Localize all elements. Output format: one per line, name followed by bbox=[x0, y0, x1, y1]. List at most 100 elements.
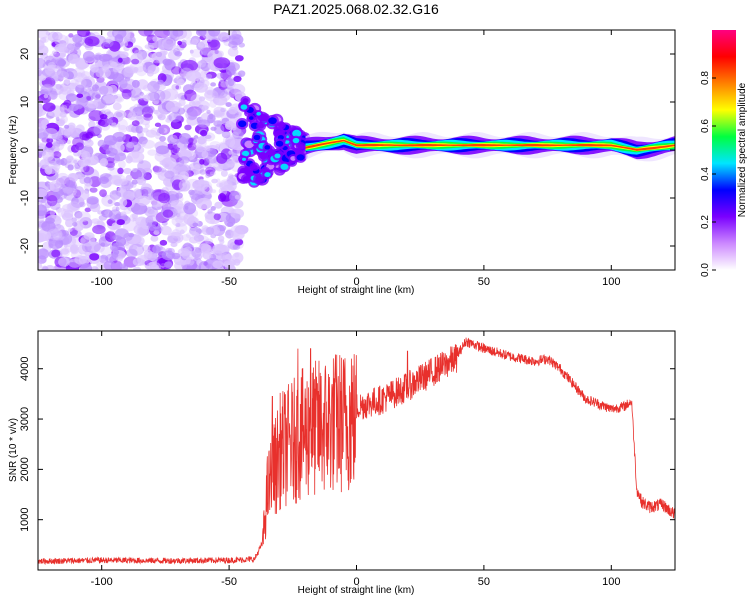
noise-blob bbox=[44, 166, 53, 175]
noise-blob bbox=[143, 94, 151, 102]
noise-blob bbox=[179, 146, 188, 153]
noise-blob bbox=[38, 204, 48, 217]
transition-blob-inner bbox=[258, 124, 264, 129]
noise-blob bbox=[104, 210, 109, 216]
noise-blob bbox=[238, 70, 246, 77]
noise-blob bbox=[198, 60, 207, 68]
noise-blob bbox=[126, 141, 135, 149]
colorbar-ticks: 0.0 0.2 0.4 0.6 0.8 bbox=[700, 71, 716, 277]
noise-blob bbox=[101, 65, 109, 73]
noise-blob bbox=[223, 180, 233, 188]
noise-blob bbox=[227, 30, 238, 37]
noise-blob bbox=[68, 201, 81, 213]
noise-blob bbox=[80, 71, 91, 79]
transition-blob bbox=[236, 118, 249, 130]
transition-blob-inner bbox=[238, 120, 247, 128]
noise-blob bbox=[75, 211, 91, 222]
noise-blob bbox=[192, 222, 199, 227]
noise-blob bbox=[119, 197, 128, 207]
noise-blob bbox=[132, 266, 142, 270]
noise-blob bbox=[159, 239, 168, 246]
noise-blob bbox=[80, 234, 96, 247]
noise-blob bbox=[208, 113, 214, 120]
noise-blob bbox=[205, 169, 215, 177]
noise-blob bbox=[125, 125, 136, 133]
noise-blob bbox=[116, 219, 125, 226]
noise-blob bbox=[222, 258, 236, 268]
noise-blob bbox=[128, 109, 136, 117]
noise-blob bbox=[231, 30, 242, 40]
noise-blob bbox=[49, 180, 62, 193]
noise-blob bbox=[74, 42, 82, 48]
noise-blob bbox=[123, 167, 132, 175]
noise-blob bbox=[205, 134, 212, 140]
noise-blob bbox=[73, 159, 78, 164]
snr-panel: -100 -50 0 50 100 1000 2000 3000 4000 Height of… bbox=[8, 330, 676, 596]
noise-blob bbox=[118, 78, 128, 89]
noise-blob bbox=[84, 139, 94, 148]
noise-blob bbox=[76, 72, 83, 77]
noise-blob bbox=[98, 117, 110, 128]
noise-blob bbox=[40, 85, 53, 94]
noise-blob bbox=[110, 61, 118, 67]
noise-blob bbox=[121, 88, 132, 100]
noise-blob bbox=[153, 109, 159, 115]
noise-blob bbox=[217, 252, 229, 261]
noise-blob bbox=[77, 30, 90, 38]
noise-blob bbox=[192, 179, 209, 191]
noise-blob bbox=[144, 206, 159, 217]
noise-blob bbox=[84, 207, 92, 213]
noise-blob bbox=[49, 201, 61, 210]
noise-blob bbox=[57, 207, 67, 218]
noise-blob bbox=[66, 187, 77, 197]
noise-blob bbox=[130, 202, 148, 215]
noise-blob bbox=[154, 30, 170, 39]
noise-blob bbox=[199, 158, 205, 165]
noise-blob bbox=[213, 124, 225, 135]
noise-blob bbox=[185, 232, 194, 239]
transition-blob-inner bbox=[268, 117, 277, 125]
noise-blob bbox=[162, 58, 173, 66]
noise-blob bbox=[128, 232, 135, 238]
noise-blob bbox=[86, 196, 99, 205]
noise-blob bbox=[109, 228, 116, 233]
transition-blob bbox=[273, 138, 286, 150]
noise-blob bbox=[213, 57, 231, 69]
noise-blob bbox=[95, 67, 111, 79]
noise-blob bbox=[195, 30, 207, 37]
noise-blob bbox=[88, 120, 96, 129]
noise-blob bbox=[145, 215, 159, 226]
noise-blob bbox=[192, 249, 205, 259]
noise-blob bbox=[176, 206, 185, 214]
noise-blob bbox=[202, 50, 208, 55]
noise-blob bbox=[181, 250, 191, 259]
noise-blob bbox=[150, 235, 159, 242]
noise-blob bbox=[126, 248, 138, 258]
noise-blob bbox=[49, 210, 56, 216]
noise-blob bbox=[132, 257, 145, 267]
noise-blob bbox=[54, 240, 64, 249]
noise-blob bbox=[52, 151, 62, 159]
noise-blob bbox=[111, 193, 119, 201]
noise-blob bbox=[67, 227, 73, 233]
noise-blob bbox=[111, 122, 117, 128]
x-tick-label: 100 bbox=[602, 276, 620, 288]
noise-blob bbox=[127, 151, 145, 163]
noise-blob bbox=[202, 158, 210, 166]
colorbar: 0.0 0.2 0.4 0.6 0.8 Normalized spectral ampl… bbox=[700, 30, 748, 277]
noise-blob bbox=[42, 83, 53, 92]
noise-blob bbox=[220, 81, 230, 88]
noise-blob bbox=[159, 135, 166, 142]
noise-blob bbox=[217, 235, 225, 242]
noise-blob bbox=[175, 163, 192, 175]
noise-blob bbox=[170, 200, 177, 207]
noise-blob bbox=[116, 263, 123, 269]
noise-blob bbox=[205, 73, 213, 79]
colorbar-tick-label: 0.8 bbox=[700, 71, 711, 85]
noise-blob bbox=[161, 38, 176, 50]
noise-blob bbox=[135, 66, 147, 77]
noise-blob bbox=[155, 108, 168, 118]
transition-blob-inner bbox=[264, 145, 271, 150]
noise-blob bbox=[136, 177, 144, 184]
noise-blob bbox=[38, 229, 52, 242]
